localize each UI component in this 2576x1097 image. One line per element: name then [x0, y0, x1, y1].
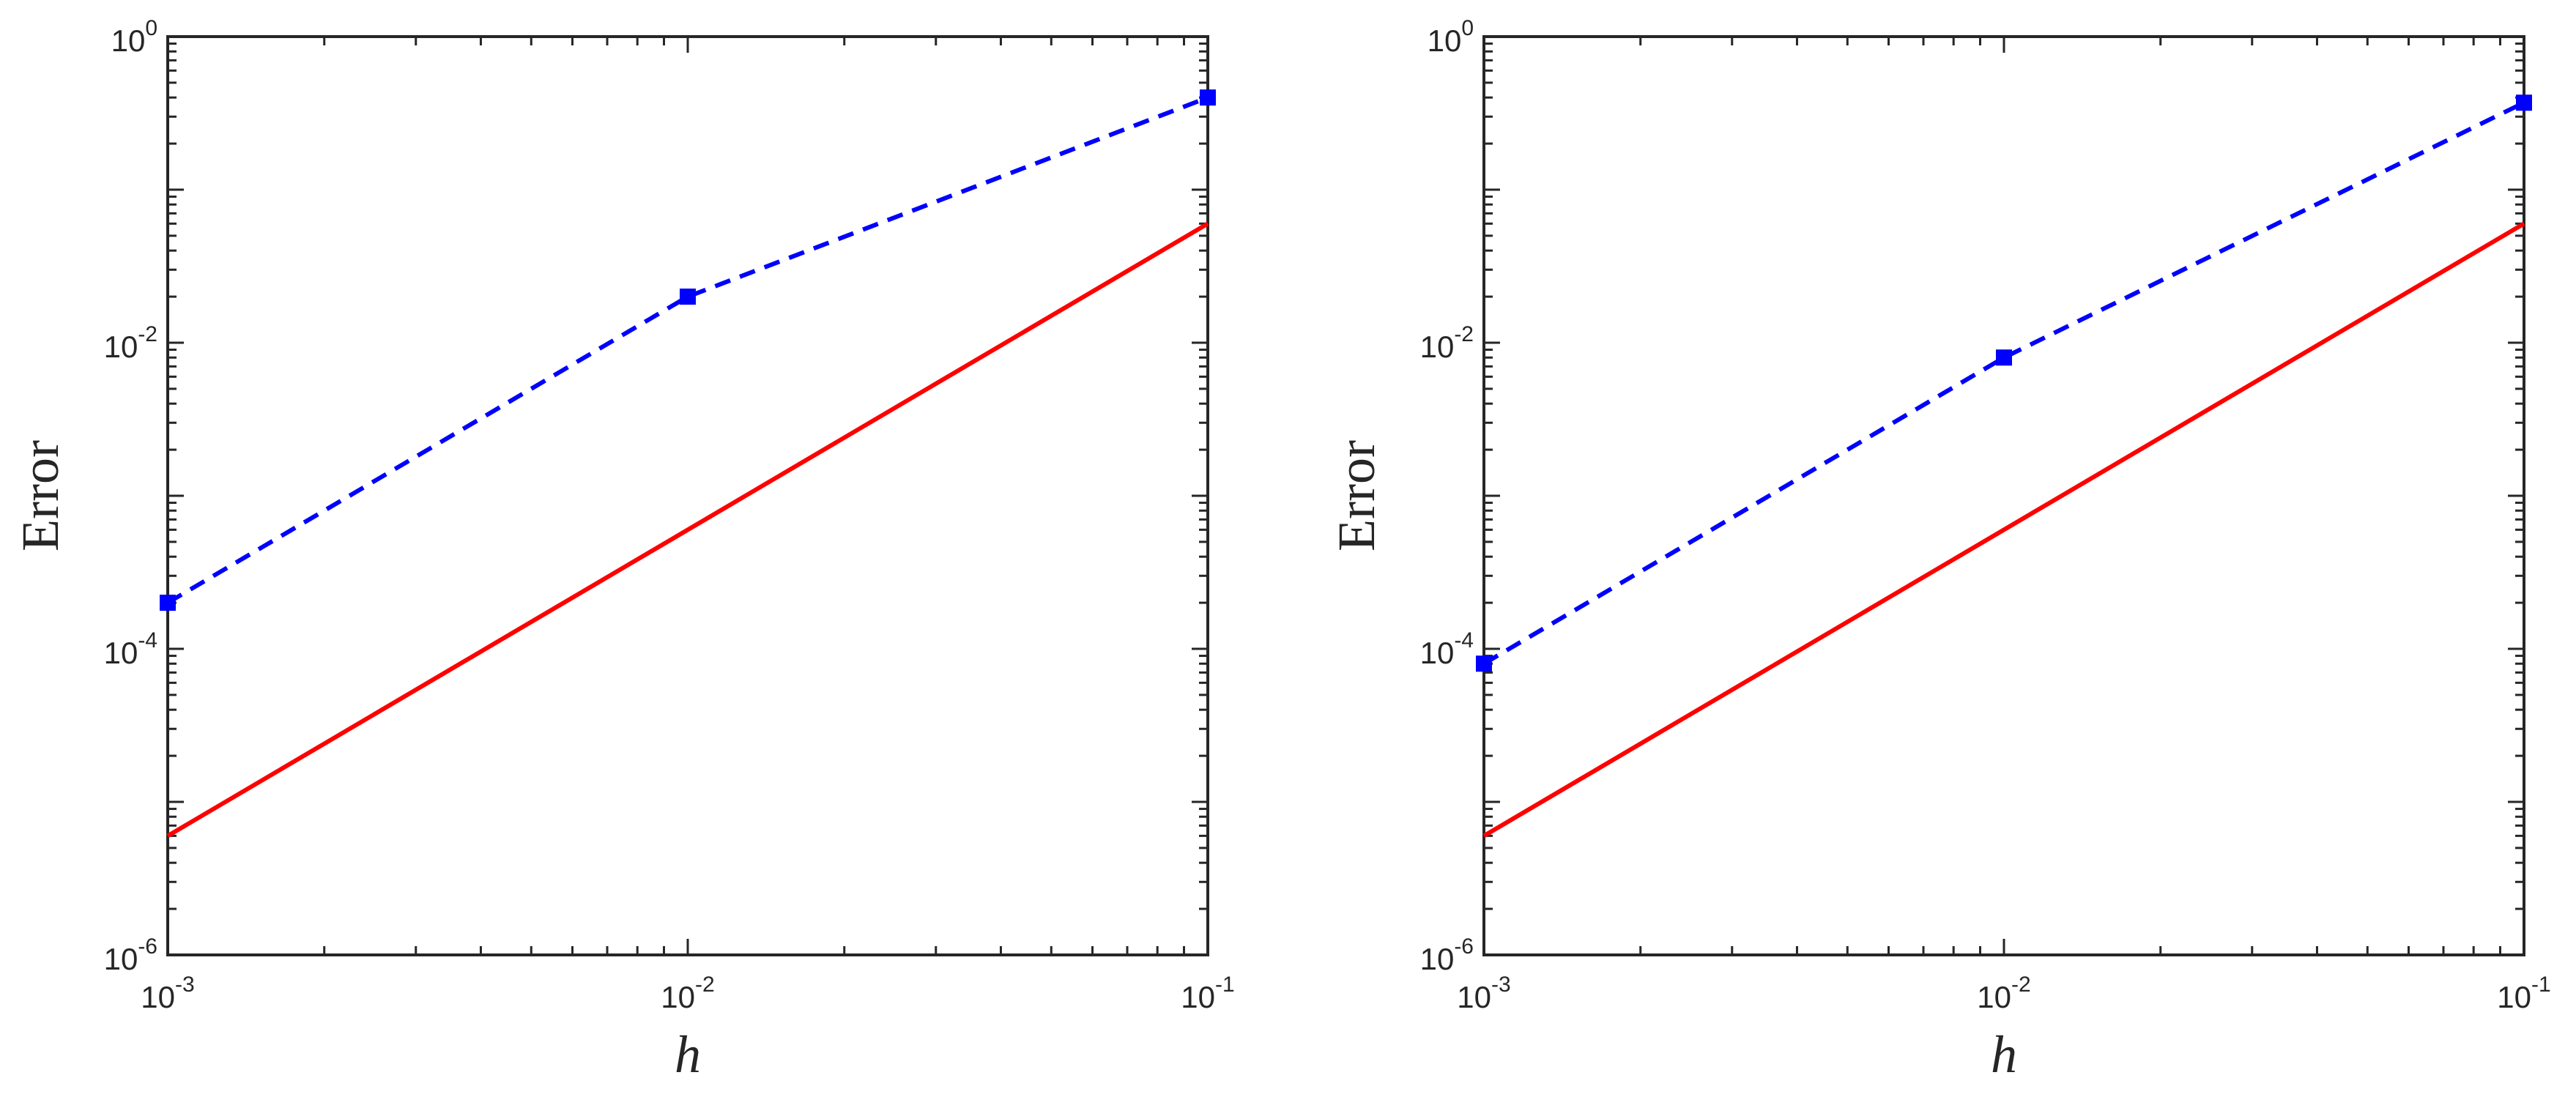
x-tick-label: 10-3	[141, 973, 194, 1014]
x-tick-label-exponent: -2	[695, 973, 715, 997]
series-2-line	[166, 221, 1209, 838]
x-tick-label-exponent: -3	[175, 973, 195, 997]
y-tick-label-exponent: -2	[1454, 322, 1474, 346]
x-tick-label: 10-3	[1457, 973, 1510, 1014]
y-tick-label-base: 10	[111, 23, 146, 58]
x-tick-label-exponent: -1	[1215, 973, 1235, 997]
x-tick-label-exponent: -3	[1491, 973, 1511, 997]
y-tick-label-exponent: -2	[138, 322, 157, 346]
series-1-line	[1482, 100, 2525, 666]
y-tick-label-exponent: -4	[1454, 628, 1474, 652]
x-tick-label: 10-1	[2497, 973, 2550, 1014]
y-tick-label: 10-2	[1420, 322, 1474, 364]
y-tick-label-exponent: 0	[145, 16, 157, 40]
y-tick-label-base: 10	[104, 942, 138, 976]
series-1-marker	[160, 595, 176, 611]
y-tick-label-exponent: -4	[138, 628, 157, 652]
series-1-marker	[680, 289, 696, 305]
y-tick-label-base: 10	[1420, 636, 1455, 670]
series-2-line	[1482, 221, 2525, 838]
y-tick-label-base: 10	[1428, 23, 1462, 58]
y-tick-label-exponent: -6	[138, 934, 157, 959]
y-tick-label: 10-6	[104, 934, 157, 976]
series-1-line	[166, 95, 1209, 605]
y-axis-label: Error	[11, 440, 70, 551]
x-tick-label-base: 10	[141, 980, 175, 1014]
series-1-marker	[1200, 89, 1216, 106]
y-tick-label-base: 10	[1420, 330, 1455, 364]
x-axis-label: h	[675, 1025, 701, 1084]
x-tick-label-base: 10	[1181, 980, 1215, 1014]
y-tick-label-exponent: 0	[1461, 16, 1474, 40]
y-tick-label-base: 10	[104, 636, 138, 670]
ticks	[166, 35, 1209, 956]
x-tick-label: 10-1	[1181, 973, 1234, 1014]
y-tick-label-base: 10	[104, 330, 138, 364]
axes-box	[1482, 35, 2525, 956]
x-tick-label: 10-2	[1977, 973, 2030, 1014]
x-axis-label: h	[1991, 1025, 2017, 1084]
y-tick-label-exponent: -6	[1454, 934, 1474, 959]
series-1-marker	[1996, 349, 2012, 366]
y-tick-label: 10-4	[104, 628, 157, 670]
y-tick-label: 100	[111, 16, 157, 58]
ticks	[1482, 35, 2525, 956]
y-tick-label: 10-2	[104, 322, 157, 364]
y-tick-label-base: 10	[1420, 942, 1455, 976]
series-1-marker	[2516, 94, 2532, 111]
x-tick-label-base: 10	[2497, 980, 2531, 1014]
x-tick-label-exponent: -1	[2531, 973, 2551, 997]
x-tick-label-exponent: -2	[2011, 973, 2031, 997]
y-axis-label: Error	[1327, 440, 1386, 551]
x-tick-label-base: 10	[661, 980, 695, 1014]
series-1-marker	[1476, 655, 1492, 672]
x-tick-label: 10-2	[661, 973, 714, 1014]
axes-box	[166, 35, 1209, 956]
y-tick-label: 10-4	[1420, 628, 1474, 670]
x-tick-label-base: 10	[1457, 980, 1491, 1014]
x-tick-label-base: 10	[1977, 980, 2011, 1014]
y-tick-label: 100	[1428, 16, 1474, 58]
y-tick-label: 10-6	[1420, 934, 1474, 976]
